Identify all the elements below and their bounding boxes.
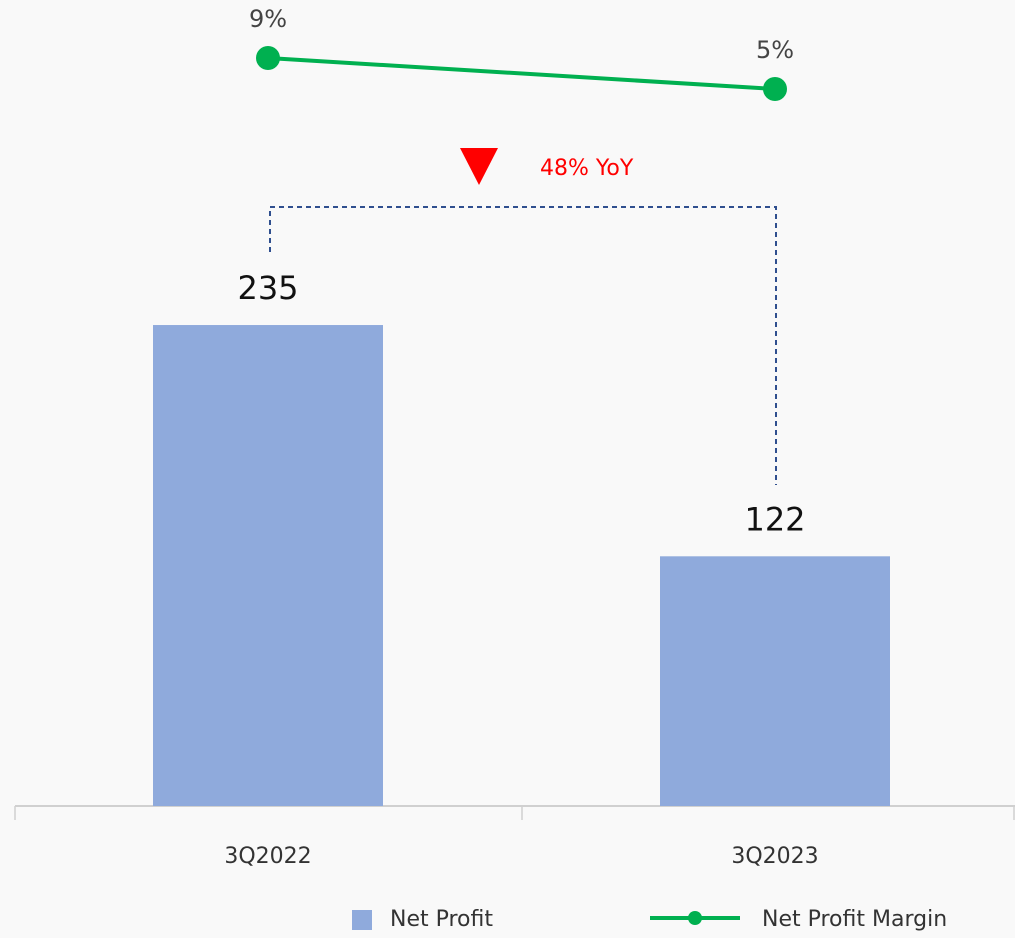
line-marker: [763, 77, 787, 101]
annotation: 48% YoY: [540, 156, 634, 181]
data-label: 235: [237, 269, 298, 307]
data-label: 5%: [756, 36, 794, 64]
legend-swatch: [352, 910, 372, 930]
down-arrow: [460, 148, 498, 185]
line: [267, 56, 776, 91]
legend-marker: [688, 911, 702, 925]
bar: [660, 556, 890, 806]
x-tick-label: 3Q2023: [731, 844, 818, 869]
data-label: 9%: [249, 5, 287, 33]
data-label: 122: [744, 500, 805, 538]
comparison-bracket: [269, 206, 777, 485]
legend-label: Net Profit: [390, 907, 493, 932]
x-tick-label: 3Q2022: [224, 844, 311, 869]
legend-label: Net Profit Margin: [762, 907, 947, 932]
line-marker: [256, 46, 280, 70]
bar: [153, 325, 383, 806]
